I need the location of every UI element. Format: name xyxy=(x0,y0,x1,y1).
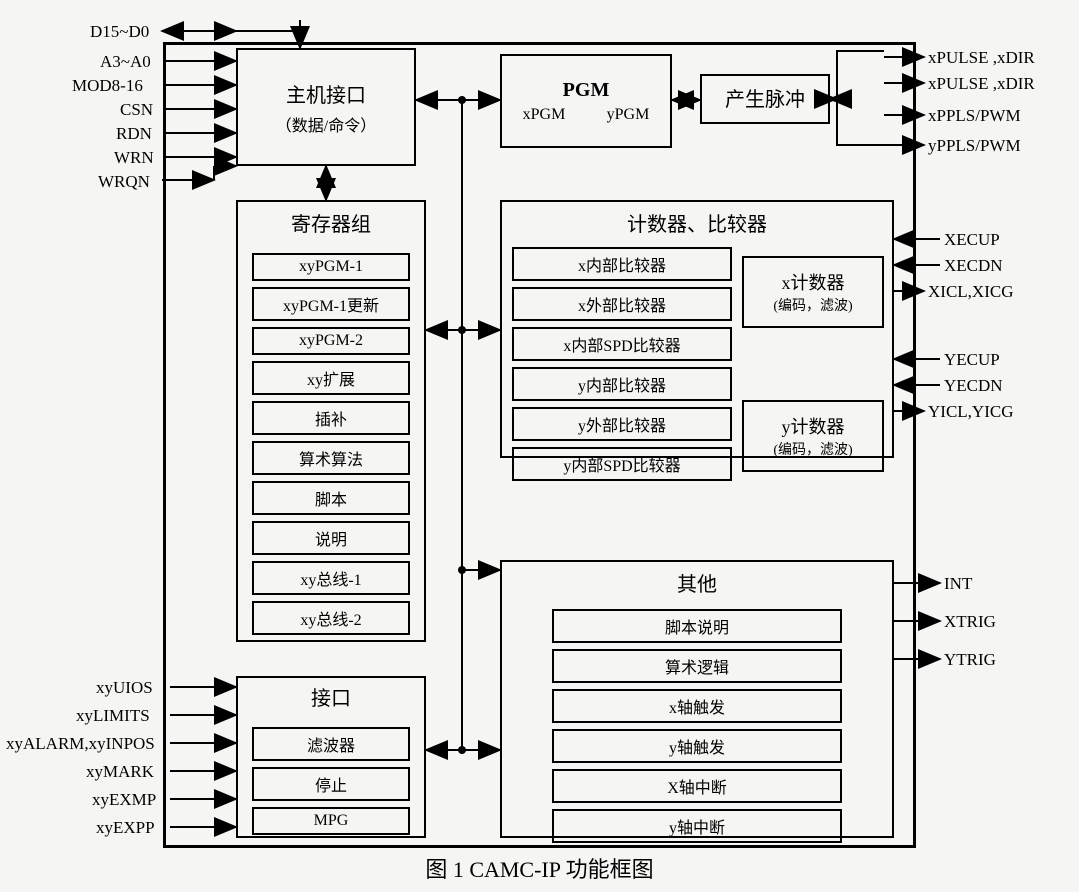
diagram-canvas: 主机接口 （数据/命令） PGM xPGM yPGM 产生脉冲 寄存器组 xyP… xyxy=(0,0,1079,892)
arrows-layer xyxy=(0,0,1079,892)
